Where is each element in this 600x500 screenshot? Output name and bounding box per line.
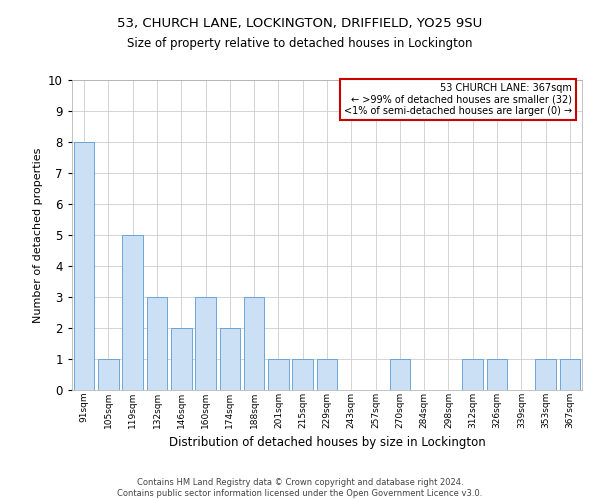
Text: Size of property relative to detached houses in Lockington: Size of property relative to detached ho… (127, 38, 473, 51)
Bar (98, 359, 119, 390)
Bar (389, 359, 410, 390)
Bar (463, 359, 483, 390)
Text: 53, CHURCH LANE, LOCKINGTON, DRIFFIELD, YO25 9SU: 53, CHURCH LANE, LOCKINGTON, DRIFFIELD, … (118, 18, 482, 30)
Bar (535, 359, 556, 390)
Bar (292, 359, 313, 390)
Bar (317, 359, 337, 390)
Text: 53 CHURCH LANE: 367sqm
← >99% of detached houses are smaller (32)
<1% of semi-de: 53 CHURCH LANE: 367sqm ← >99% of detache… (344, 83, 572, 116)
Bar (244, 297, 265, 390)
X-axis label: Distribution of detached houses by size in Lockington: Distribution of detached houses by size … (169, 436, 485, 449)
Bar (122, 235, 143, 390)
Bar (220, 328, 240, 390)
Bar (487, 359, 508, 390)
Bar (146, 297, 167, 390)
Bar (268, 359, 289, 390)
Text: Contains HM Land Registry data © Crown copyright and database right 2024.
Contai: Contains HM Land Registry data © Crown c… (118, 478, 482, 498)
Bar (171, 328, 191, 390)
Y-axis label: Number of detached properties: Number of detached properties (32, 148, 43, 322)
Bar (560, 359, 580, 390)
Bar (195, 297, 216, 390)
Bar (74, 142, 94, 390)
